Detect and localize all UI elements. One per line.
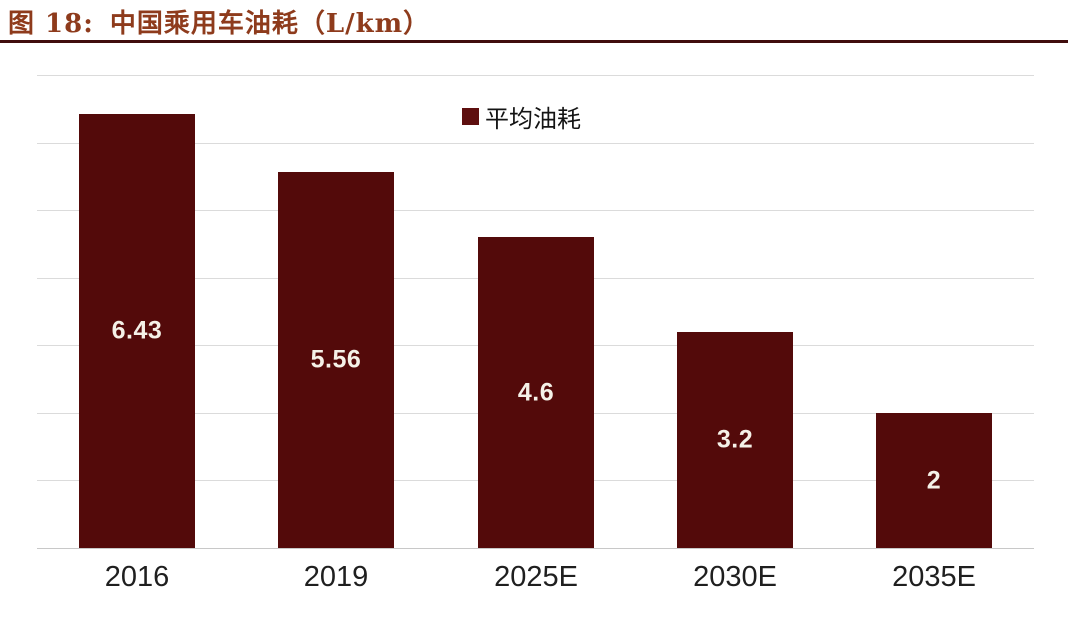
x-axis-tick-label: 2030E [693, 561, 777, 593]
chart-legend: 平均油耗 [462, 99, 581, 134]
bar-2019: 5.56 [278, 172, 394, 548]
x-axis-tick-label: 2035E [892, 561, 976, 593]
figure-header: 图 18: 中国乘用车油耗（L/km） [8, 3, 430, 40]
gridline [37, 75, 1034, 76]
x-axis-tick-label: 2025E [494, 561, 578, 593]
legend-series-label: 平均油耗 [485, 105, 581, 133]
title-divider-rule [0, 40, 1068, 43]
bar-value-label: 6.43 [111, 316, 163, 345]
figure-title: 中国乘用车油耗（L/km） [109, 9, 431, 39]
bar-2030E: 3.2 [677, 332, 793, 548]
gridline [37, 210, 1034, 212]
x-axis-line [37, 548, 1034, 549]
plot-area: 6.43 5.56 4.6 3.2 2 [37, 75, 1034, 549]
legend-swatch-icon [462, 108, 479, 125]
bar-value-label: 3.2 [716, 425, 754, 454]
x-axis-tick-label: 2016 [104, 561, 170, 593]
bar-value-label: 4.6 [517, 378, 555, 406]
bar-2025E: 4.6 [478, 237, 594, 548]
bar-value-label: 5.56 [310, 345, 362, 374]
x-axis-labels: 2016 2019 2025E 2030E 2035E [37, 561, 1034, 597]
x-axis-tick-label: 2019 [303, 561, 369, 593]
bar-2016: 6.43 [79, 114, 195, 548]
bar-value-label: 2 [926, 466, 942, 494]
gridline [37, 142, 1034, 144]
bar-2035E: 2 [876, 413, 992, 548]
figure-number-label: 图 18: [8, 9, 94, 39]
